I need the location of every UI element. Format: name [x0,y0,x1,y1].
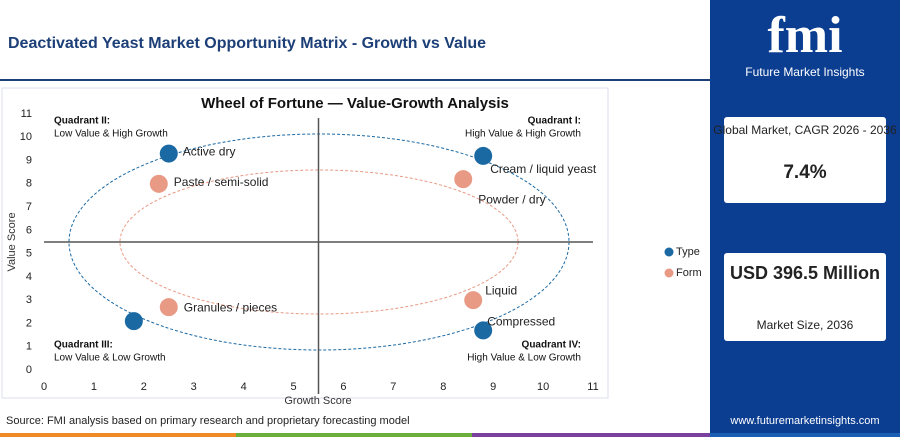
y-tick-label: 6 [26,224,32,236]
y-tick-label: 2 [26,317,32,329]
footer-bar [236,433,472,437]
x-tick-label: 11 [587,381,598,393]
y-tick-label: 10 [20,131,32,143]
y-tick-label: 11 [21,108,32,120]
point-label: Active dry [183,145,236,159]
x-tick-label: 6 [340,381,346,393]
point [159,144,178,163]
card-label: Market Size, 2036 [757,318,854,332]
y-tick-label: 8 [26,178,32,190]
quadrant-title: Quadrant I: [528,116,581,127]
point-label: Powder / dry [478,192,545,206]
card-label: Global Market, CAGR 2026 - 2036 [713,123,897,137]
x-tick-label: 1 [91,381,97,393]
x-tick-label: 10 [537,381,549,393]
card-value: USD 396.5 Million [730,263,880,283]
x-tick-label: 0 [41,381,47,393]
point [454,170,473,189]
y-tick-label: 9 [26,154,32,166]
x-tick-label: 5 [290,381,296,393]
y-axis-label: Value Score [6,212,18,271]
x-tick-label: 4 [241,381,247,393]
footer-bar [710,433,900,437]
x-tick-label: 7 [390,381,396,393]
footer-bar [0,433,236,437]
x-tick-label: 8 [440,381,446,393]
point [149,174,168,193]
quadrant-subtitle: Low Value & Low Growth [54,353,166,364]
chart-card [1,87,609,399]
side-panel [710,0,900,437]
point [464,291,483,310]
y-tick-label: 4 [26,271,32,283]
x-tick-label: 3 [191,381,197,393]
card [724,117,886,203]
footer-bar [472,433,710,437]
y-tick-label: 0 [26,364,32,376]
quadrant-subtitle: High Value & Low Growth [467,353,581,364]
website: www.futuremarketinsights.com [729,415,879,427]
card [724,253,886,341]
point-label: Liquid [485,283,517,297]
legend-label: Form [676,267,702,279]
point [474,146,493,165]
y-tick-label: 5 [26,248,32,260]
y-tick-label: 1 [26,341,32,353]
quadrant-subtitle: Low Value & High Growth [54,129,168,140]
point-label: Compressed [487,315,555,329]
quadrant-title: Quadrant IV: [522,340,581,351]
quadrant-title: Quadrant II: [54,116,110,127]
point-label: Paste / semi-solid [174,175,269,189]
point-label: Cream / liquid yeast [490,162,597,176]
y-tick-label: 3 [26,294,32,306]
y-tick-label: 7 [26,201,32,213]
x-tick-label: 9 [490,381,496,393]
quadrant-subtitle: High Value & High Growth [465,129,581,140]
legend-label: Type [676,246,700,258]
point [474,321,493,340]
legend-marker [664,247,674,257]
source: Source: FMI analysis based on primary re… [6,415,410,427]
x-tick-label: 2 [141,381,147,393]
point [124,312,143,331]
quadrant-title: Quadrant III: [54,340,113,351]
card-value: 7.4% [783,162,826,183]
logo: fmi [767,7,842,64]
brand-name: Future Market Insights [745,65,864,79]
page-title: Deactivated Yeast Market Opportunity Mat… [8,35,486,52]
point [159,298,178,317]
legend-marker [664,268,674,278]
point-label: Granules / pieces [184,300,277,314]
chart-title: Wheel of Fortune — Value-Growth Analysis [201,95,509,112]
x-axis-label: Growth Score [284,395,351,407]
